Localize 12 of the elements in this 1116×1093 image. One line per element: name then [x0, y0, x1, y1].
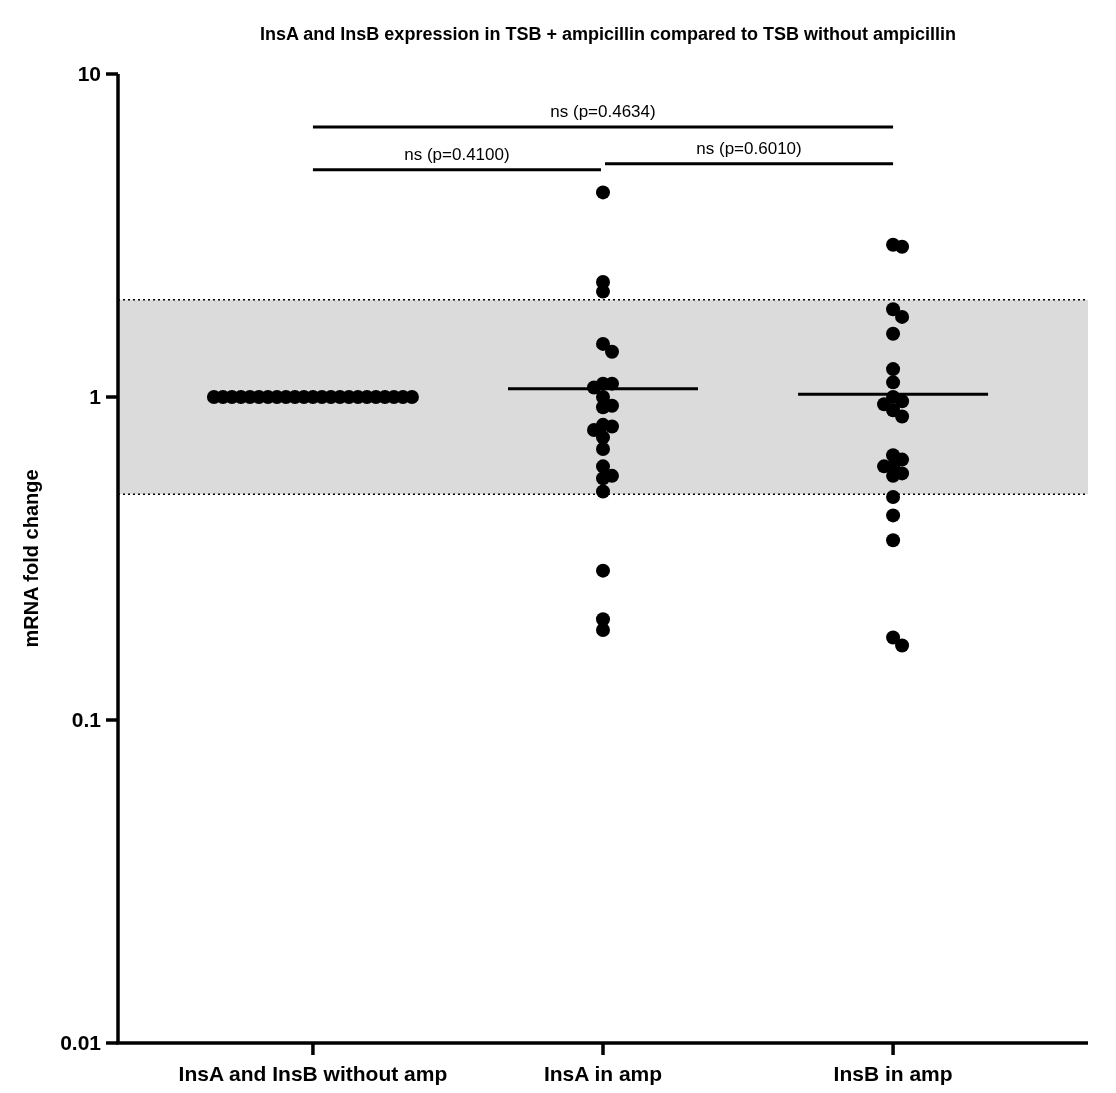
chart-title: InsA and InsB expression in TSB + ampicillin compared to TSB without ampicillin [260, 24, 956, 44]
annotation: ns (p=0.6010) [696, 138, 802, 158]
annotation: ns (p=0.4634) [550, 102, 656, 122]
y-axis-title: mRNA fold change [20, 469, 42, 648]
y-tick-label: 10 [77, 62, 101, 86]
annotation: ns (p=0.4100) [404, 144, 510, 164]
x-tick-label: InsB in amp [833, 1062, 953, 1085]
y-tick-label: 0.1 [71, 708, 102, 732]
x-tick-label: InsA in amp [543, 1062, 663, 1085]
y-tick-label: 1 [89, 385, 102, 409]
x-tick-label: InsA and InsB without amp [178, 1062, 448, 1085]
y-tick-label: 0.01 [60, 1031, 102, 1055]
